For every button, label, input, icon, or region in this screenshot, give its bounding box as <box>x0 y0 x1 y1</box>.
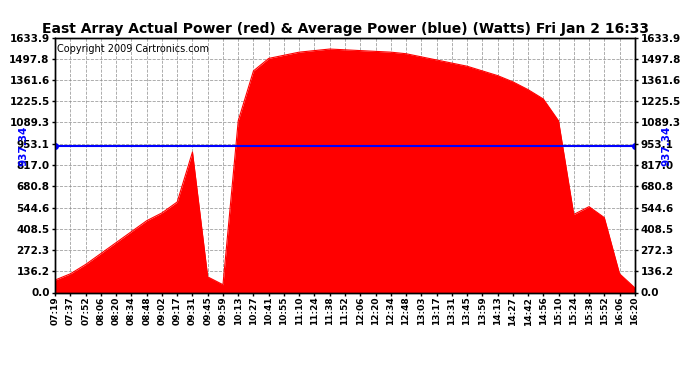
Text: 937.34: 937.34 <box>662 126 671 166</box>
Title: East Array Actual Power (red) & Average Power (blue) (Watts) Fri Jan 2 16:33: East Array Actual Power (red) & Average … <box>41 22 649 36</box>
Text: Copyright 2009 Cartronics.com: Copyright 2009 Cartronics.com <box>57 44 209 54</box>
Text: 937.34: 937.34 <box>19 126 28 166</box>
